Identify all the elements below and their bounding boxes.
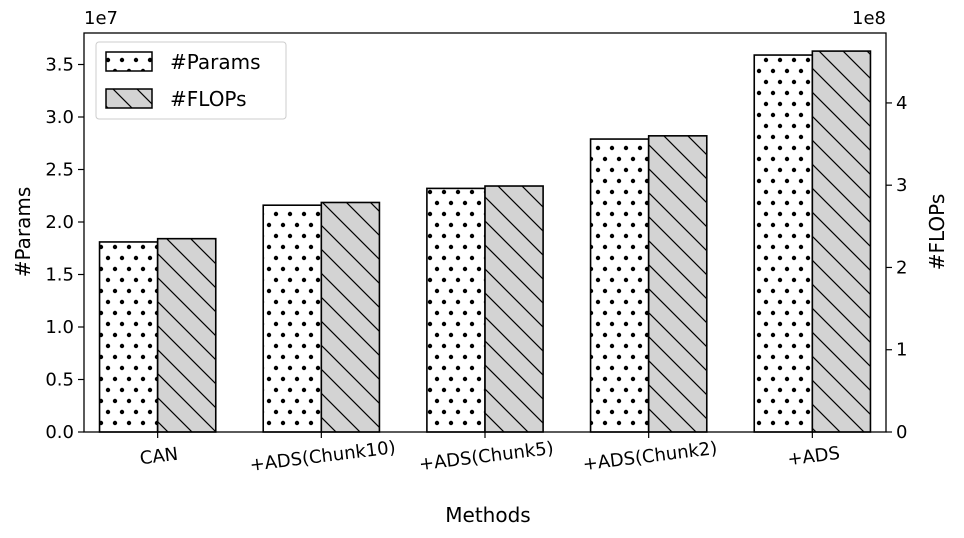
right-offset-label: 1e8	[852, 8, 886, 29]
y-axis-left: 0.0 0.5 1.0 1.5 2.0 2.5 3.0 3.5	[45, 55, 84, 443]
y-axis-right: 0 1 2 3 4	[886, 93, 907, 443]
bar-flops-3	[647, 135, 708, 433]
bar-flops-4	[811, 50, 872, 433]
bar-params-3	[589, 138, 650, 433]
legend: #Params #FLOPs	[95, 41, 287, 120]
bar-params-4	[753, 54, 814, 433]
x-tick-label-2: +ADS(Chunk5)	[418, 438, 555, 475]
bar-params-2	[426, 187, 486, 433]
y-right-tick-label-1: 1	[896, 340, 907, 361]
x-axis: CAN +ADS(Chunk10) +ADS(Chunk5) +ADS(Chunk2)…	[139, 432, 841, 476]
bars-group	[98, 50, 872, 433]
y-right-tick-label-4: 4	[896, 93, 907, 114]
legend-swatch-params	[105, 51, 153, 72]
x-tick-label-3: +ADS(Chunk2)	[582, 438, 719, 475]
x-tick-label-4: +ADS	[786, 443, 841, 470]
bar-flops-2	[484, 185, 544, 433]
y-left-tick-label-3: 1.5	[45, 265, 74, 286]
x-axis-title: Methods	[445, 503, 530, 527]
y-axis-right-title: #FLOPs	[925, 194, 949, 271]
y-left-tick-label-1: 0.5	[45, 370, 74, 391]
bar-flops-0	[156, 237, 217, 433]
y-right-tick-label-2: 2	[896, 257, 907, 278]
legend-swatch-flops	[105, 88, 153, 109]
bar-flops-1	[320, 201, 381, 433]
y-left-tick-label-4: 2.0	[45, 212, 74, 233]
y-right-tick-label-0: 0	[896, 422, 907, 443]
left-offset-label: 1e7	[84, 8, 118, 29]
y-right-tick-label-3: 3	[896, 175, 907, 196]
bar-params-0	[98, 241, 159, 433]
bar-params-1	[262, 204, 323, 433]
legend-label-flops: #FLOPs	[170, 87, 247, 111]
y-left-tick-label-0: 0.0	[45, 422, 74, 443]
x-tick-label-0: CAN	[139, 444, 180, 470]
x-tick-label-1: +ADS(Chunk10)	[248, 437, 396, 476]
y-left-tick-label-7: 3.5	[45, 55, 74, 76]
y-left-tick-label-5: 2.5	[45, 160, 74, 181]
legend-label-params: #Params	[170, 50, 261, 74]
y-left-tick-label-6: 3.0	[45, 107, 74, 128]
plot-frame	[83, 32, 887, 433]
y-axis-left-title: #Params	[11, 187, 35, 278]
y-left-tick-label-2: 1.0	[45, 317, 74, 338]
